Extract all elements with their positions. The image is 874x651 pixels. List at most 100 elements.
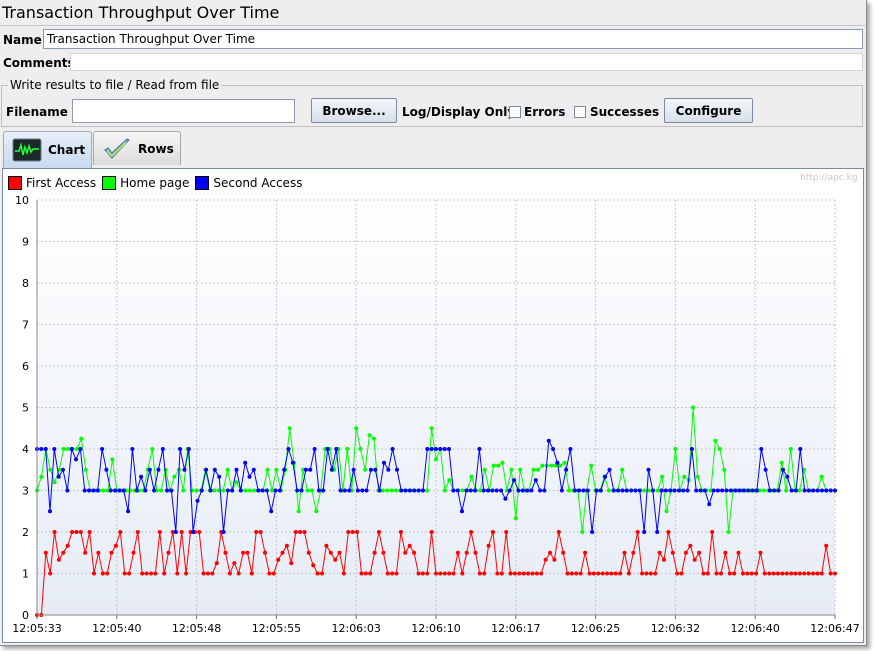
data-point-first-access (495, 571, 500, 576)
data-point-second-access (681, 488, 686, 493)
data-point-home-page (460, 488, 465, 493)
data-point-second-access (715, 488, 720, 493)
data-point-first-access (438, 571, 443, 576)
filename-input[interactable] (72, 99, 295, 123)
data-point-first-access (175, 571, 180, 576)
data-point-home-page (225, 467, 230, 472)
data-point-second-access (672, 488, 677, 493)
y-tick-label: 0 (22, 609, 29, 622)
data-point-first-access (591, 571, 596, 576)
data-point-second-access (130, 447, 135, 451)
data-point-second-access (754, 488, 759, 493)
x-tick-label: 12:06:03 (331, 622, 380, 635)
data-point-first-access (157, 530, 162, 534)
data-point-first-access (499, 571, 504, 576)
data-point-second-access (659, 488, 664, 493)
data-point-first-access (289, 561, 294, 566)
data-point-first-access (543, 557, 548, 562)
data-point-second-access (737, 488, 742, 493)
legend-item-first-access: First Access (8, 176, 96, 190)
data-point-home-page (562, 460, 567, 465)
data-point-second-access (39, 447, 44, 451)
data-point-first-access (670, 550, 675, 555)
data-point-second-access (139, 474, 144, 479)
data-point-first-access (504, 530, 509, 534)
data-point-second-access (533, 478, 538, 483)
data-point-first-access (732, 571, 737, 576)
data-point-second-access (173, 530, 178, 534)
data-point-home-page (371, 436, 376, 441)
data-point-home-page (345, 447, 350, 451)
data-point-first-access (306, 550, 311, 555)
data-point-second-access (663, 488, 668, 493)
data-point-home-page (150, 447, 155, 451)
configure-button[interactable]: Configure (664, 98, 753, 123)
data-point-home-page (221, 488, 226, 493)
data-point-first-access (254, 530, 259, 534)
data-point-second-access (195, 498, 200, 503)
data-point-first-access (43, 550, 48, 555)
data-point-first-access (149, 571, 153, 576)
data-point-home-page (491, 463, 496, 468)
x-tick-label: 12:05:33 (12, 622, 61, 635)
y-tick-label: 9 (22, 236, 29, 249)
errors-checkbox[interactable] (509, 106, 521, 118)
data-point-second-access (43, 447, 48, 451)
successes-checkbox[interactable] (574, 106, 586, 118)
data-point-second-access (486, 488, 490, 493)
data-point-second-access (538, 488, 543, 493)
data-point-second-access (607, 467, 612, 472)
data-point-home-page (695, 474, 700, 479)
data-point-first-access (425, 571, 430, 576)
data-point-first-access (144, 571, 149, 576)
tab-chart[interactable]: Chart (3, 131, 92, 168)
data-point-first-access (486, 543, 491, 548)
data-point-first-access (622, 550, 627, 555)
data-point-home-page (717, 447, 722, 451)
data-point-home-page (48, 467, 53, 472)
data-point-first-access (618, 571, 623, 576)
data-point-first-access (442, 571, 447, 576)
data-point-home-page (243, 488, 248, 493)
data-point-first-access (451, 571, 456, 576)
data-point-first-access (420, 571, 425, 576)
data-point-second-access (720, 488, 725, 493)
data-point-home-page (642, 488, 647, 493)
data-point-second-access (516, 488, 521, 493)
data-point-second-access (494, 488, 499, 493)
title-divider (0, 25, 866, 26)
data-point-first-access (762, 571, 767, 576)
comments-field[interactable] (70, 53, 863, 71)
data-point-first-access (491, 530, 495, 534)
data-point-first-access (56, 557, 61, 562)
data-point-first-access (113, 543, 118, 548)
data-point-home-page (797, 488, 802, 493)
browse-button[interactable]: Browse... (311, 98, 397, 123)
data-point-second-access (256, 488, 261, 493)
data-point-second-access (82, 488, 87, 493)
data-point-second-access (694, 488, 699, 493)
data-point-first-access (241, 550, 246, 555)
tab-rows[interactable]: Rows (93, 131, 181, 165)
data-point-first-access (223, 550, 228, 555)
data-point-first-access (587, 571, 592, 576)
name-input[interactable]: Transaction Throughput Over Time (43, 29, 863, 49)
data-point-first-access (258, 530, 263, 534)
data-point-first-access (412, 550, 417, 555)
legend-label-home-page: Home page (120, 176, 190, 190)
data-point-second-access (286, 447, 291, 451)
data-point-second-access (767, 488, 772, 493)
data-point-first-access (578, 571, 583, 576)
data-point-second-access (594, 488, 599, 493)
data-point-second-access (390, 447, 395, 451)
data-point-first-access (65, 543, 70, 548)
data-point-second-access (416, 488, 421, 493)
data-point-second-access (100, 447, 105, 451)
data-point-second-access (191, 530, 196, 534)
data-point-second-access (798, 447, 803, 451)
data-point-first-access (61, 550, 66, 555)
data-point-second-access (282, 467, 287, 472)
data-point-second-access (147, 467, 152, 472)
y-tick-label: 1 (22, 568, 29, 581)
